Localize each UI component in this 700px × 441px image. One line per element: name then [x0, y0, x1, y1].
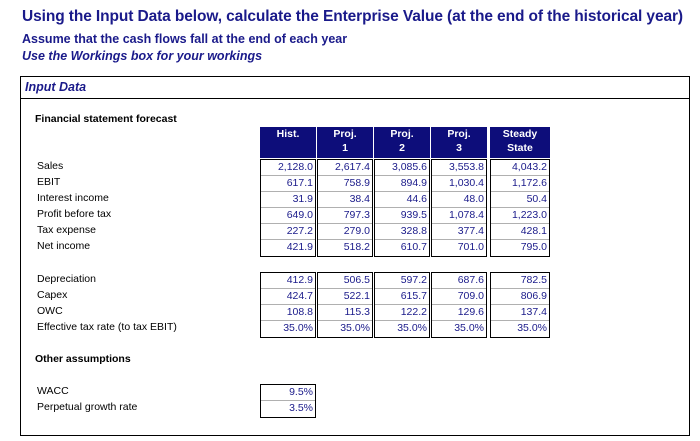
column-header-line2: 1	[342, 142, 348, 154]
column-header-steady-state: Steady State	[490, 127, 550, 158]
value-cell[interactable]: 428.1	[491, 224, 549, 240]
row-label-depreciation: Depreciation	[37, 273, 96, 285]
value-cell[interactable]: 617.1	[261, 176, 315, 192]
value-cell[interactable]: 3,085.6	[375, 160, 429, 176]
column-header-proj3: Proj. 3	[431, 127, 487, 158]
group1-column-proj2: 3,085.6 894.9 44.6 939.5 328.8 610.7	[374, 159, 430, 257]
column-header-proj2: Proj. 2	[374, 127, 430, 158]
value-cell[interactable]: 615.7	[375, 289, 429, 305]
section-financial-forecast: Financial statement forecast	[35, 113, 177, 125]
column-header-line1: Steady	[502, 128, 538, 140]
column-header-line2: State	[507, 142, 533, 154]
value-cell[interactable]: 758.9	[318, 176, 372, 192]
input-data-box: Input Data Financial statement forecast …	[20, 76, 690, 436]
value-cell[interactable]: 35.0%	[454, 322, 484, 334]
value-cell[interactable]: 421.9	[286, 241, 313, 253]
value-cell[interactable]: 38.4	[318, 192, 372, 208]
value-cell[interactable]: 506.5	[318, 273, 372, 289]
value-cell[interactable]: 610.7	[400, 241, 427, 253]
other-assumptions-values: 9.5% 3.5%	[260, 384, 316, 418]
value-cell[interactable]: 795.0	[520, 241, 547, 253]
value-cell[interactable]: 424.7	[261, 289, 315, 305]
value-cell[interactable]: 328.8	[375, 224, 429, 240]
value-cell[interactable]: 4,043.2	[491, 160, 549, 176]
value-cell[interactable]: 687.6	[432, 273, 486, 289]
row-label-interest-income: Interest income	[37, 192, 109, 204]
value-cell[interactable]: 701.0	[457, 241, 484, 253]
row-label-owc: OWC	[37, 305, 63, 317]
row-label-effective-tax-rate: Effective tax rate (to tax EBIT)	[37, 321, 177, 333]
value-cell[interactable]: 2,128.0	[261, 160, 315, 176]
column-header-line1: Hist.	[276, 128, 300, 140]
value-cell[interactable]: 35.0%	[283, 322, 313, 334]
input-data-header: Input Data	[21, 77, 689, 99]
row-label-sales: Sales	[37, 160, 64, 172]
group2-column-proj1: 506.5 522.1 115.3 35.0%	[317, 272, 373, 338]
value-cell[interactable]: 522.1	[318, 289, 372, 305]
value-cell[interactable]: 122.2	[375, 305, 429, 321]
value-cell[interactable]: 31.9	[261, 192, 315, 208]
row-label-wacc: WACC	[37, 385, 69, 397]
value-cell[interactable]: 597.2	[375, 273, 429, 289]
value-cell[interactable]: 35.0%	[517, 322, 547, 334]
instruction-cashflow-timing: Assume that the cash flows fall at the e…	[22, 32, 348, 46]
section-other-assumptions: Other assumptions	[35, 353, 131, 365]
group1-column-steady-state: 4,043.2 1,172.6 50.4 1,223.0 428.1 795.0	[490, 159, 550, 257]
perpetual-growth-value[interactable]: 3.5%	[289, 402, 313, 414]
value-cell[interactable]: 35.0%	[340, 322, 370, 334]
value-cell[interactable]: 1,030.4	[432, 176, 486, 192]
group1-column-proj1: 2,617.4 758.9 38.4 797.3 279.0 518.2	[317, 159, 373, 257]
value-cell[interactable]: 1,078.4	[432, 208, 486, 224]
value-cell[interactable]: 50.4	[491, 192, 549, 208]
group2-column-hist: 412.9 424.7 108.8 35.0%	[260, 272, 316, 338]
value-cell[interactable]: 649.0	[261, 208, 315, 224]
value-cell[interactable]: 894.9	[375, 176, 429, 192]
column-header-line1: Proj.	[447, 128, 471, 140]
row-label-profit-before-tax: Profit before tax	[37, 208, 112, 220]
value-cell[interactable]: 377.4	[432, 224, 486, 240]
value-cell[interactable]: 279.0	[318, 224, 372, 240]
wacc-value[interactable]: 9.5%	[261, 385, 315, 401]
value-cell[interactable]: 412.9	[261, 273, 315, 289]
value-cell[interactable]: 518.2	[343, 241, 370, 253]
group2-column-proj2: 597.2 615.7 122.2 35.0%	[374, 272, 430, 338]
value-cell[interactable]: 709.0	[432, 289, 486, 305]
column-header-hist: Hist.	[260, 127, 316, 158]
row-label-perpetual-growth-rate: Perpetual growth rate	[37, 401, 138, 413]
value-cell[interactable]: 3,553.8	[432, 160, 486, 176]
value-cell[interactable]: 137.4	[491, 305, 549, 321]
instruction-workings: Use the Workings box for your workings	[22, 49, 263, 63]
value-cell[interactable]: 35.0%	[397, 322, 427, 334]
column-header-proj1: Proj. 1	[317, 127, 373, 158]
value-cell[interactable]: 939.5	[375, 208, 429, 224]
value-cell[interactable]: 108.8	[261, 305, 315, 321]
value-cell[interactable]: 129.6	[432, 305, 486, 321]
group1-column-hist: 2,128.0 617.1 31.9 649.0 227.2 421.9	[260, 159, 316, 257]
group1-column-proj3: 3,553.8 1,030.4 48.0 1,078.4 377.4 701.0	[431, 159, 487, 257]
row-label-ebit: EBIT	[37, 176, 61, 188]
value-cell[interactable]: 806.9	[491, 289, 549, 305]
row-label-net-income: Net income	[37, 240, 91, 252]
value-cell[interactable]: 115.3	[318, 305, 372, 321]
page-title: Using the Input Data below, calculate th…	[22, 8, 683, 25]
column-header-line2: 3	[456, 142, 462, 154]
row-label-capex: Capex	[37, 289, 68, 301]
value-cell[interactable]: 1,223.0	[491, 208, 549, 224]
row-label-tax-expense: Tax expense	[37, 224, 96, 236]
input-data-title: Input Data	[25, 80, 87, 94]
value-cell[interactable]: 227.2	[261, 224, 315, 240]
value-cell[interactable]: 48.0	[432, 192, 486, 208]
value-cell[interactable]: 2,617.4	[318, 160, 372, 176]
value-cell[interactable]: 797.3	[318, 208, 372, 224]
value-cell[interactable]: 782.5	[491, 273, 549, 289]
column-header-line2: 2	[399, 142, 405, 154]
column-header-line1: Proj.	[390, 128, 414, 140]
value-cell[interactable]: 44.6	[375, 192, 429, 208]
group2-column-steady-state: 782.5 806.9 137.4 35.0%	[490, 272, 550, 338]
group2-column-proj3: 687.6 709.0 129.6 35.0%	[431, 272, 487, 338]
value-cell[interactable]: 1,172.6	[491, 176, 549, 192]
column-header-line1: Proj.	[333, 128, 357, 140]
